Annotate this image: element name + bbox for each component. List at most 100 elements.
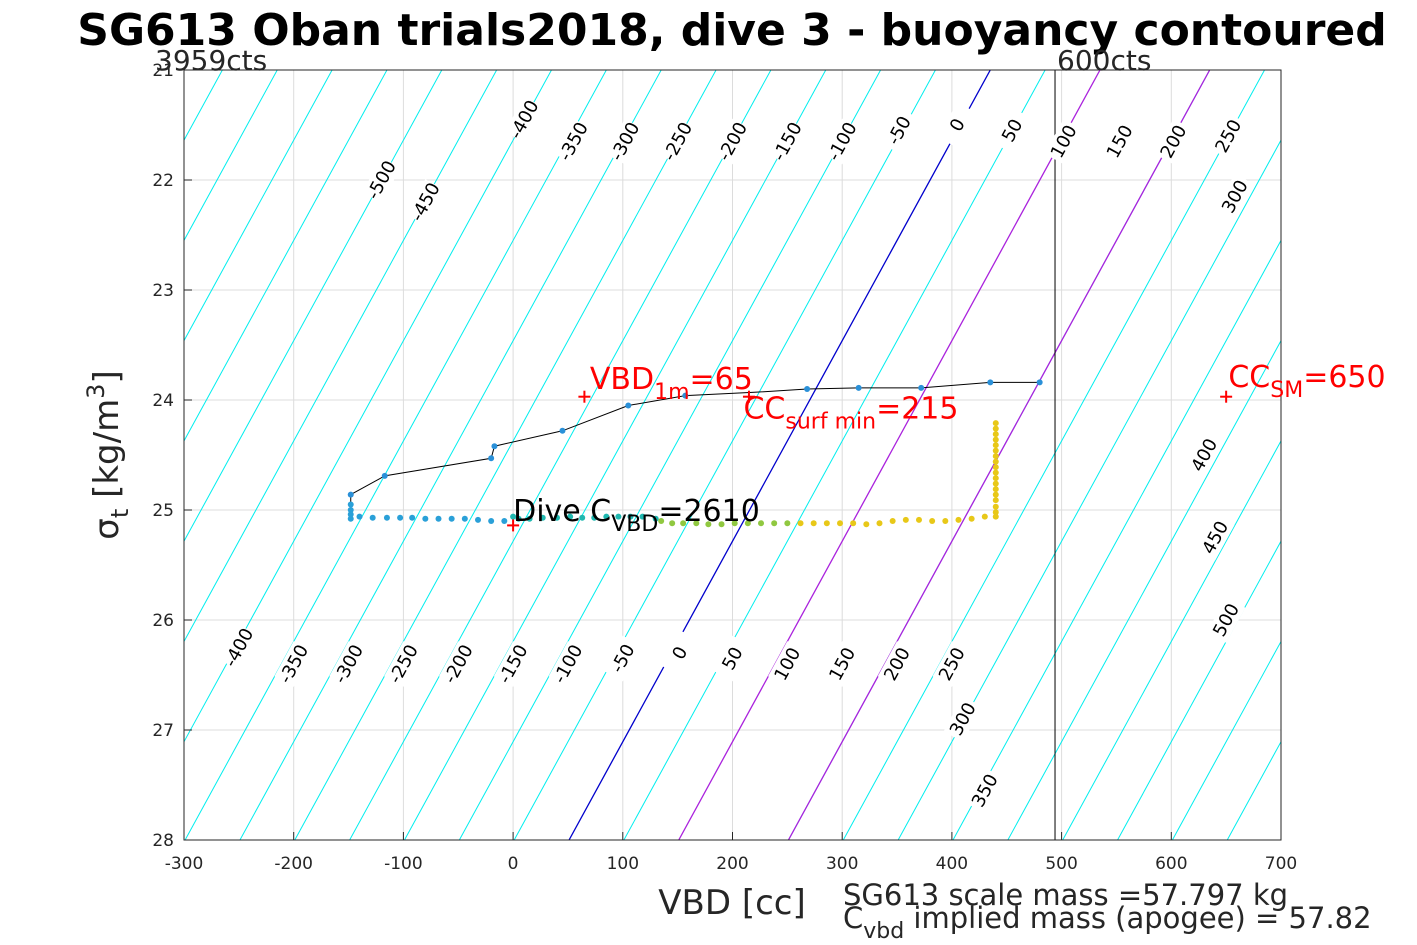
contour-line <box>404 70 827 840</box>
annotation-cc-sm: CCSM=650 <box>1228 360 1385 403</box>
dive-point-descent_yellow <box>876 520 883 527</box>
contour-line <box>1007 339 1281 840</box>
dive-point-descent_green <box>680 520 687 527</box>
climb-point <box>918 384 925 391</box>
annotation-vbd-1m: VBD1m=65 <box>590 362 753 405</box>
x-tick-label: 600 <box>1155 854 1187 874</box>
dive-point-descent_yellow <box>992 497 999 504</box>
reference-lines <box>568 70 1211 840</box>
buoyancy-limit-line <box>678 70 1101 840</box>
dive-point-descent_teal <box>515 515 522 522</box>
contour-line <box>0 70 3 840</box>
climb-point <box>804 386 811 392</box>
axis-ticks: -300 -200 -100 0 100 200 300 400 500 600 700 21 22 23… <box>152 61 1297 874</box>
x-tick-label: 300 <box>826 854 858 874</box>
contour-label: -350 <box>555 119 593 165</box>
dive-point-descent_blue <box>501 518 508 524</box>
contour-line <box>1337 70 1417 840</box>
zero-buoyancy-line <box>568 70 991 840</box>
dive-point-descent_blue <box>422 515 429 522</box>
dive-point-descent_yellow <box>863 521 870 528</box>
contour-label-bg <box>768 118 807 165</box>
contour-label-bg <box>493 641 533 687</box>
contour-label-bg <box>938 102 977 148</box>
contour-label-bg <box>384 641 423 687</box>
x-tick-label: 700 <box>1265 854 1297 874</box>
dive-point-descent_yellow <box>992 513 999 520</box>
corner-left-counts: 3959cts <box>155 44 267 77</box>
dive-point-descent_yellow <box>929 518 936 524</box>
chart-title: SG613 Oban trials2018, dive 3 - buoyancy… <box>77 5 1387 56</box>
contour-label-bg <box>713 635 752 682</box>
climb-point <box>987 379 994 386</box>
dive-point-descent_yellow <box>902 516 909 523</box>
contour-label-bg <box>1206 597 1246 643</box>
dive-point-descent_blue <box>448 515 455 522</box>
contour-line <box>184 70 607 840</box>
contour-line <box>1282 70 1417 840</box>
dive-point-descent_blue <box>383 514 390 521</box>
y-tick-label: 25 <box>152 501 174 521</box>
contour-label: -250 <box>659 119 697 165</box>
climb-point <box>491 443 498 450</box>
climb-point <box>1036 379 1043 386</box>
buoyancy-limit-line <box>787 70 1211 840</box>
y-label-close: ] <box>87 370 127 383</box>
dive-point-descent_yellow <box>992 486 999 493</box>
contour-label-bg <box>879 107 919 154</box>
y-label-sup: 3 <box>82 384 110 399</box>
contour-label: -100 <box>824 119 862 165</box>
contour-label-bg <box>548 641 588 687</box>
footer-implied-value: implied mass (apogee) = 57.82 <box>904 901 1371 935</box>
contour-line <box>1117 540 1281 840</box>
contour-label-bg <box>1195 514 1235 561</box>
contour-label-bg <box>713 118 752 165</box>
contour-line <box>513 70 936 840</box>
contour-line <box>623 70 1046 840</box>
dive-point-descent_yellow <box>992 480 999 487</box>
contour-label-bg <box>603 635 643 682</box>
dive-point-descent_yellow <box>981 513 988 520</box>
footer-cvbd-main: C <box>843 901 863 935</box>
contour-line <box>184 70 388 443</box>
contour-label-bg <box>329 641 368 687</box>
contour-line <box>952 239 1281 840</box>
dive-point-descent_blue <box>369 514 376 521</box>
x-tick-label: -100 <box>384 854 423 874</box>
y-tick-label: 22 <box>152 171 174 191</box>
dive-point-descent_teal <box>627 513 634 520</box>
dive-point-descent_yellow <box>992 453 999 460</box>
dive-point-descent_green <box>669 520 676 527</box>
footer-implied-mass: Cvbd implied mass (apogee) = 57.82 <box>843 901 1372 944</box>
dive-point-descent_teal <box>579 514 586 521</box>
contour-label-bg <box>504 96 544 143</box>
dive-point-descent_yellow <box>992 431 999 438</box>
annotation-cc-surf-min: CCsurf min=215 <box>743 392 958 435</box>
contour-line <box>184 70 443 543</box>
dive-point-descent_yellow <box>992 425 999 432</box>
contour-label-bg <box>219 624 259 671</box>
footer-cvbd-sub: vbd <box>863 919 904 944</box>
dive-point-descent_green <box>658 518 665 524</box>
contour-labels: -500 -450-400 -350 -300 -250 -200 -150 -100 -50 0… <box>219 96 1255 814</box>
contour-line <box>184 70 552 743</box>
grid <box>183 69 1282 841</box>
dive-point-descent_blue <box>488 518 495 524</box>
dive-point-descent_blue <box>409 514 416 521</box>
annotation-cc-sm-value: =650 <box>1303 360 1385 395</box>
dive-point-descent_teal <box>603 513 610 520</box>
dive-point-descent_blue <box>347 501 354 508</box>
contour-label-bg <box>822 641 862 687</box>
contour-label-bg <box>274 641 313 687</box>
y-tick-label: 26 <box>152 611 174 631</box>
x-tick-label: -300 <box>165 854 204 874</box>
climb-point <box>625 402 632 409</box>
dive-point-descent_yellow <box>992 464 999 471</box>
climb-point <box>559 427 566 434</box>
dive-point-descent_teal <box>526 515 533 522</box>
annotation-cc-sm-main: CC <box>1228 360 1270 395</box>
contour-label-bg <box>1209 113 1248 159</box>
dive-point-descent_yellow <box>992 420 999 427</box>
contour-label: -200 <box>714 119 752 165</box>
